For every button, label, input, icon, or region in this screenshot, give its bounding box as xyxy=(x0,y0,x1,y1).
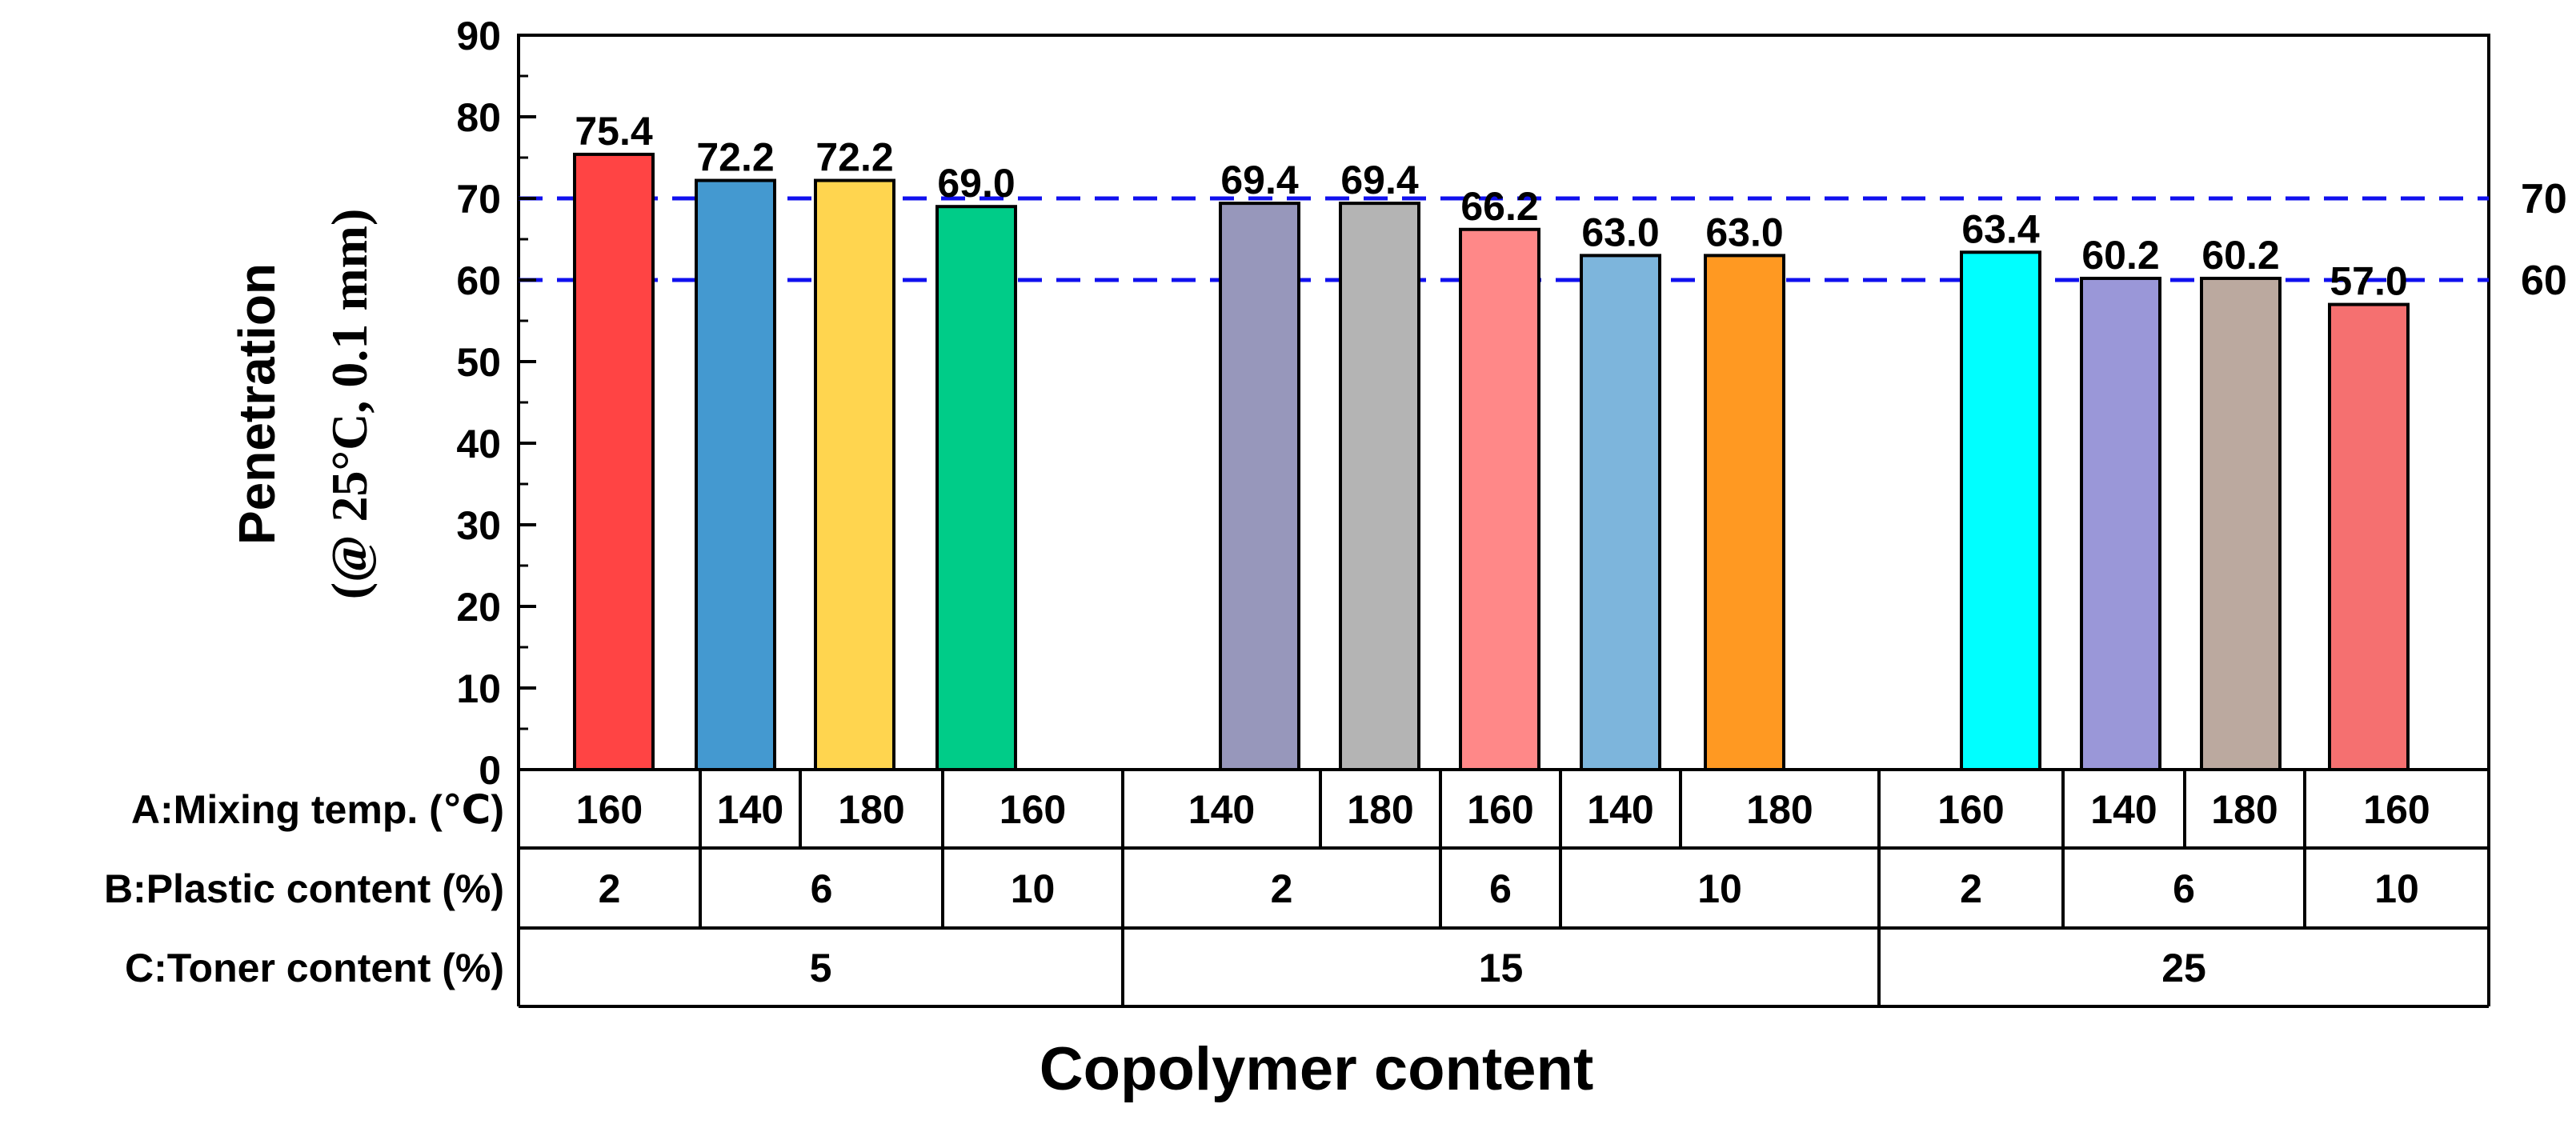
table-cell: 25 xyxy=(2161,946,2206,990)
table-cell: 5 xyxy=(810,946,832,990)
bar-value-label: 57.0 xyxy=(2330,259,2407,304)
bar-value-label: 72.2 xyxy=(696,135,774,180)
table-cell: 140 xyxy=(2090,787,2157,832)
y-axis: 0 10 20 30 40 50 60 70 80 90 xyxy=(456,14,536,793)
bar xyxy=(695,178,776,771)
table-cell: 180 xyxy=(1746,787,1813,832)
table-cell: 6 xyxy=(2173,866,2195,911)
bar-value-label: 69.4 xyxy=(1340,158,1419,202)
bar xyxy=(2200,276,2282,771)
table-cell: 2 xyxy=(599,866,621,911)
table-cell: 160 xyxy=(1937,787,2004,832)
table-row-label: C:Toner content (%) xyxy=(125,946,504,990)
table-cell: 10 xyxy=(1697,866,1742,911)
y-tick-label: 10 xyxy=(456,666,501,711)
table-cell: 15 xyxy=(1479,946,1524,990)
bar-value-label: 60.2 xyxy=(2201,233,2279,278)
table-cell: 10 xyxy=(2374,866,2419,911)
table-cell: 180 xyxy=(1347,787,1413,832)
table-cell: 160 xyxy=(576,787,643,832)
y-tick-label: 80 xyxy=(456,95,501,140)
reference-line-label: 60 xyxy=(2521,258,2567,304)
factor-table: A:Mixing temp. (℃) 160 140 180 160 140 180 160 1… xyxy=(104,768,2490,1008)
bars: 75.4 72.2 72.2 69.0 69.4 69.4 66.2 63.0 63.0 63.4… xyxy=(573,109,2410,772)
table-cell: 160 xyxy=(2363,787,2430,832)
table-cell: 140 xyxy=(717,787,783,832)
y-tick-label: 40 xyxy=(456,422,501,466)
y-tick-label: 90 xyxy=(456,14,501,58)
bar-value-label: 66.2 xyxy=(1460,184,1538,229)
y-axis-title-line1: Penetration xyxy=(228,263,286,545)
table-cell: 140 xyxy=(1188,787,1255,832)
y-tick-label: 20 xyxy=(456,585,501,630)
table-cell: 160 xyxy=(1467,787,1533,832)
bar-value-label: 63.0 xyxy=(1581,210,1659,254)
bar xyxy=(1960,250,2041,771)
bar xyxy=(1219,202,1300,771)
bar xyxy=(2328,302,2410,772)
bar-value-label: 69.0 xyxy=(937,161,1015,206)
bar xyxy=(573,152,655,772)
y-tick-label: 30 xyxy=(456,503,501,548)
y-tick-label: 60 xyxy=(456,258,501,303)
table-cell: 180 xyxy=(838,787,904,832)
table-cell: 10 xyxy=(1011,866,1056,911)
bar xyxy=(1339,202,1420,771)
bar xyxy=(935,205,1017,771)
table-row-label: B:Plastic content (%) xyxy=(104,866,504,911)
bar-value-label: 69.4 xyxy=(1220,158,1299,202)
y-tick-label: 0 xyxy=(479,748,501,793)
table-cell: 140 xyxy=(1587,787,1653,832)
y-tick-label: 70 xyxy=(456,177,501,222)
table-cell: 2 xyxy=(1960,866,1982,911)
bar xyxy=(814,178,895,771)
table-cell: 180 xyxy=(2211,787,2278,832)
table-row-label: A:Mixing temp. (℃) xyxy=(131,787,504,832)
y-axis-title-line2: (@ 25°C, 0.1 mm) xyxy=(321,209,378,600)
bar-value-label: 75.4 xyxy=(575,109,653,154)
bar xyxy=(1580,254,1661,771)
bar-value-label: 63.4 xyxy=(1961,206,2040,251)
table-cell: 160 xyxy=(1000,787,1066,832)
bar-value-label: 63.0 xyxy=(1705,210,1783,254)
bar xyxy=(2080,276,2161,771)
x-axis-title: Copolymer content xyxy=(1040,1035,1594,1103)
table-cell: 6 xyxy=(1489,866,1512,911)
bar-value-label: 60.2 xyxy=(2081,233,2159,278)
bar xyxy=(1704,254,1785,771)
reference-line-label: 70 xyxy=(2521,176,2567,222)
bar xyxy=(1459,227,1540,771)
y-tick-label: 50 xyxy=(456,340,501,385)
bar-value-label: 72.2 xyxy=(815,135,893,180)
table-cell: 2 xyxy=(1271,866,1293,911)
table-cell: 6 xyxy=(811,866,833,911)
